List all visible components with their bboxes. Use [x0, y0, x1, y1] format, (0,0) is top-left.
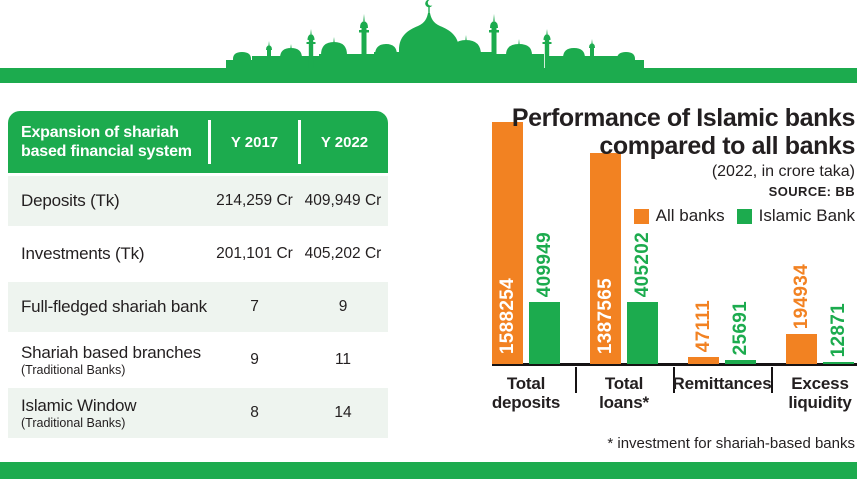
x-axis-label-line: Excess — [791, 374, 849, 393]
row-label: Islamic Window — [21, 395, 137, 415]
bar-rect — [688, 357, 719, 364]
x-axis-category-label: Excess liquidity — [765, 374, 857, 412]
bar-islamic-bank-excess-liquidity: 12871 — [823, 100, 854, 364]
x-axis-label-line: Total — [506, 374, 546, 393]
row-sublabel: (Traditional Banks) — [21, 415, 126, 430]
row-label: Deposits (Tk) — [21, 190, 120, 210]
chart-plot: 1588254 409949 1387565 405202 47111 25691 1949… — [460, 100, 857, 366]
axis-tick — [771, 367, 773, 393]
legend-item: Islamic Bank — [736, 206, 855, 226]
bar-all-banks-remittances: 47111 — [688, 100, 719, 364]
shariah-expansion-table: Expansion of shariah based financial sys… — [8, 111, 388, 438]
table-row: Islamic Window (Traditional Banks) 8 14 — [8, 388, 388, 438]
bar-all-banks-total-deposits: 1588254 — [492, 100, 523, 364]
bar-value-label: 1588254 — [496, 277, 518, 354]
row-value-y2022: 409,949 Cr — [304, 192, 382, 209]
bar-islamic-bank-remittances: 25691 — [725, 100, 756, 364]
legend-swatch-icon — [736, 208, 752, 224]
row-value-y2022: 9 — [338, 298, 348, 315]
bar-rect — [590, 153, 621, 364]
bar-rect — [529, 302, 560, 364]
row-value-y2022: 11 — [334, 351, 352, 368]
table-title-line1: Expansion of shariah — [21, 123, 179, 141]
bar-rect — [627, 302, 658, 364]
bar-islamic-bank-total-loans-: 405202 — [627, 100, 658, 364]
x-axis-category-label: Total loans* — [569, 374, 679, 412]
bar-rect — [823, 362, 854, 364]
x-axis-category-label: Remittances — [667, 374, 777, 393]
legend-swatch-icon — [633, 208, 649, 224]
chart-title-line2: compared to all banks — [599, 132, 855, 160]
bar-value-label: 47111 — [692, 299, 714, 352]
row-label-cell: Deposits (Tk) — [8, 191, 211, 212]
row-value-y2022: 14 — [334, 404, 352, 421]
table-header: Expansion of shariah based financial sys… — [8, 111, 388, 173]
row-label-cell: Islamic Window (Traditional Banks) — [8, 396, 211, 431]
x-axis-category-label: Total deposits — [471, 374, 581, 412]
column-header-y2022: Y 2022 — [320, 133, 369, 151]
bar-rect — [725, 360, 756, 364]
bar-all-banks-excess-liquidity: 194934 — [786, 100, 817, 364]
row-label-cell: Full-fledged shariah bank — [8, 297, 211, 318]
row-value-y2017: 8 — [250, 404, 259, 421]
row-label-cell: Investments (Tk) — [8, 244, 211, 265]
bar-rect — [786, 334, 817, 364]
chart-source: SOURCE: BB — [768, 184, 855, 199]
table-row: Shariah based branches (Traditional Bank… — [8, 335, 388, 385]
bar-value-label: 12871 — [827, 302, 849, 357]
performance-chart: Performance of Islamic banks compared to… — [460, 100, 857, 462]
table-row: Deposits (Tk) 214,259 Cr 409,949 Cr — [8, 176, 388, 226]
header-separator — [208, 120, 211, 164]
bar-islamic-bank-total-deposits: 409949 — [529, 100, 560, 364]
bar-value-label: 1387565 — [594, 277, 616, 354]
table-row: Investments (Tk) 201,101 Cr 405,202 Cr — [8, 229, 388, 279]
axis-tick — [673, 367, 675, 393]
chart-legend: All banks Islamic Bank — [512, 206, 855, 226]
row-label: Full-fledged shariah bank — [21, 296, 207, 316]
bar-all-banks-total-loans-: 1387565 — [590, 100, 621, 364]
bar-value-label: 405202 — [631, 231, 653, 297]
x-axis-label-line: Remittances — [672, 374, 772, 393]
table-title-line2: based financial system — [21, 143, 192, 160]
column-header-y2017: Y 2017 — [230, 133, 279, 151]
row-value-y2017: 7 — [250, 298, 259, 315]
bar-value-label: 25691 — [729, 300, 751, 355]
x-axis-label-line: liquidity — [788, 393, 852, 413]
bottom-divider — [0, 462, 857, 479]
table-title: Expansion of shariah based financial sys… — [8, 123, 208, 161]
row-value-y2017: 9 — [250, 351, 259, 368]
mosque-silhouette-icon — [225, 0, 644, 68]
top-divider — [0, 68, 857, 83]
chart-footnote: * investment for shariah-based banks — [607, 435, 855, 452]
bar-rect — [492, 122, 523, 364]
chart-title-line1: Performance of Islamic banks — [511, 104, 856, 132]
legend-item: All banks — [633, 206, 725, 226]
row-value-y2017: 201,101 Cr — [216, 245, 293, 262]
row-value-y2022: 405,202 Cr — [304, 245, 382, 262]
row-label-cell: Shariah based branches (Traditional Bank… — [8, 343, 211, 378]
x-axis-label-line: loans* — [599, 393, 649, 413]
bar-value-label: 409949 — [533, 231, 555, 297]
row-value-y2017: 214,259 Cr — [216, 192, 293, 209]
chart-subtitle: (2022, in crore taka) — [711, 163, 855, 180]
x-axis-line — [492, 363, 857, 366]
legend-label: All banks — [655, 206, 725, 225]
row-label: Investments (Tk) — [21, 243, 145, 263]
table-row: Full-fledged shariah bank 7 9 — [8, 282, 388, 332]
axis-tick — [575, 367, 577, 393]
x-axis-label-line: Total — [604, 374, 644, 393]
x-axis-label-line: deposits — [491, 393, 561, 413]
table-body: Deposits (Tk) 214,259 Cr 409,949 Cr Inve… — [8, 176, 388, 438]
chart-header: Performance of Islamic banks compared to… — [511, 104, 856, 226]
row-label: Shariah based branches — [21, 342, 201, 362]
header-separator — [298, 120, 301, 164]
row-sublabel: (Traditional Banks) — [21, 362, 126, 377]
bar-value-label: 194934 — [790, 263, 812, 329]
legend-label: Islamic Bank — [758, 206, 855, 225]
